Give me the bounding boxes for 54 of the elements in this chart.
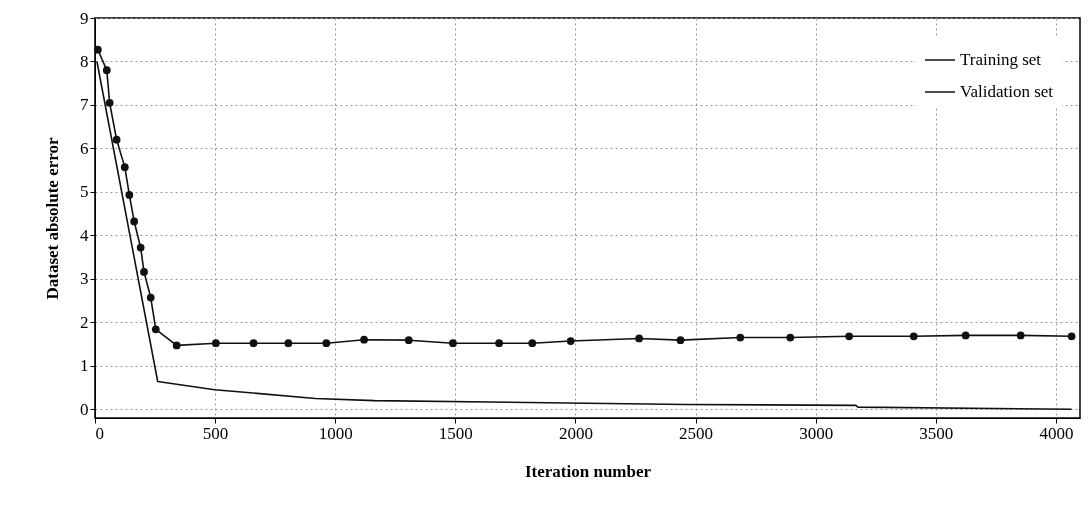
y-tick-label: 5 xyxy=(80,182,89,202)
point xyxy=(249,339,258,348)
x-tick-label: 500 xyxy=(202,423,229,443)
point xyxy=(102,66,111,75)
point xyxy=(172,341,181,350)
x-tick-label: 1000 xyxy=(318,423,353,443)
point xyxy=(635,334,644,343)
y-tick-label: 9 xyxy=(80,8,89,28)
x-tick-label: 2000 xyxy=(558,423,593,443)
x-tick-label: 1500 xyxy=(438,423,473,443)
point xyxy=(495,339,503,348)
point xyxy=(94,45,102,54)
point xyxy=(105,98,114,107)
point xyxy=(120,163,129,171)
x-tick-label: 4000 xyxy=(1039,423,1074,443)
point xyxy=(151,325,160,334)
point xyxy=(1016,331,1025,340)
legend-label: Validation set xyxy=(960,82,1054,101)
y-tick-label: 6 xyxy=(80,138,89,158)
y-tick-label: 0 xyxy=(80,399,89,419)
y-tick-label: 8 xyxy=(80,51,89,71)
point xyxy=(449,339,457,348)
point xyxy=(136,243,145,252)
y-axis-title: Dataset absolute error xyxy=(43,137,62,300)
point xyxy=(125,191,134,199)
y-tick-label: 3 xyxy=(80,269,89,289)
point xyxy=(736,333,745,342)
point xyxy=(146,293,155,302)
x-axis-title: Iteration number xyxy=(524,461,652,481)
point xyxy=(676,336,685,345)
point xyxy=(140,268,148,276)
y-tick-label: 4 xyxy=(80,225,89,245)
point xyxy=(566,337,575,345)
x-tick-label: 2500 xyxy=(679,423,714,443)
point xyxy=(845,332,853,341)
point xyxy=(909,332,918,341)
point xyxy=(112,135,121,144)
x-tick-label: 0 xyxy=(95,423,104,443)
y-tick-label: 7 xyxy=(80,95,89,115)
legend-label: Training set xyxy=(960,50,1042,69)
x-tick-label: 3000 xyxy=(799,423,834,443)
point xyxy=(404,336,413,345)
point xyxy=(1067,332,1076,341)
point xyxy=(961,331,970,340)
point xyxy=(322,339,331,348)
y-tick-label: 2 xyxy=(80,312,89,332)
point xyxy=(786,333,795,342)
y-tick-label: 1 xyxy=(80,356,89,376)
x-tick-label: 3500 xyxy=(919,423,954,443)
point xyxy=(211,339,220,348)
point xyxy=(284,339,293,348)
point xyxy=(130,217,139,226)
point xyxy=(528,339,537,348)
point xyxy=(360,335,368,344)
